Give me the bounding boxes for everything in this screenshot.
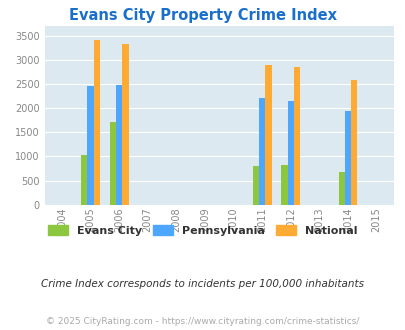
Bar <box>293 67 299 205</box>
Bar <box>264 65 271 205</box>
Bar <box>116 85 122 205</box>
Bar <box>252 166 258 205</box>
Bar <box>344 111 350 205</box>
Bar <box>94 40 100 205</box>
Text: © 2025 CityRating.com - https://www.cityrating.com/crime-statistics/: © 2025 CityRating.com - https://www.city… <box>46 317 359 326</box>
Bar <box>87 86 94 205</box>
Legend: Evans City, Pennsylvania, National: Evans City, Pennsylvania, National <box>44 221 361 240</box>
Bar <box>350 80 356 205</box>
Text: Evans City Property Crime Index: Evans City Property Crime Index <box>69 8 336 23</box>
Bar <box>338 172 344 205</box>
Text: Crime Index corresponds to incidents per 100,000 inhabitants: Crime Index corresponds to incidents per… <box>41 279 364 289</box>
Bar <box>258 98 264 205</box>
Bar <box>287 101 293 205</box>
Bar <box>81 155 87 205</box>
Bar <box>122 44 128 205</box>
Bar <box>109 122 116 205</box>
Bar <box>281 165 287 205</box>
